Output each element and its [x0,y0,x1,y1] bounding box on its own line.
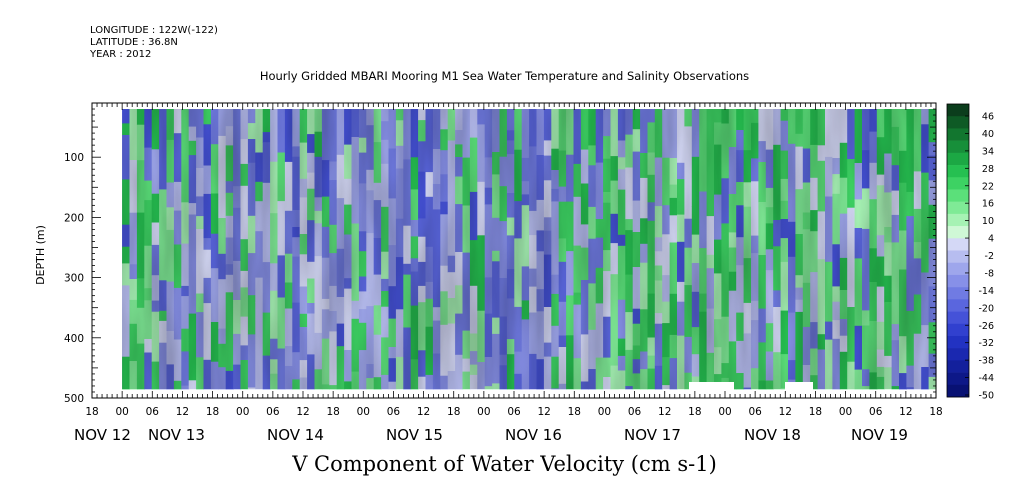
x-hour-tick-label: 12 [899,406,912,418]
colorbar-swatch [947,372,969,386]
x-hour-tick-label: 00 [115,406,128,418]
colorbar-swatch [947,140,969,154]
colorbar-swatch [947,384,969,398]
x-hour-tick-label: 06 [628,406,642,418]
latitude-label: LATITUDE : 36.8N [90,37,178,48]
colorbar-swatch [947,299,969,312]
x-hour-tick-label: 00 [357,406,370,418]
x-hour-tick-label: 06 [748,406,762,418]
colorbar-label: 28 [982,164,994,175]
colorbar-swatch [947,213,969,227]
year-label: YEAR : 2012 [90,49,152,60]
x-day-label: NOV 14 [267,426,324,444]
colorbar-swatch [947,201,969,215]
colorbar-swatch [947,189,969,202]
x-hour-tick-label: 18 [688,406,701,418]
y-tick-label: 500 [64,393,84,405]
colorbar-label: 34 [982,146,994,157]
x-day-label: NOV 16 [505,426,562,444]
missing-data-gap [785,382,813,390]
colorbar-label: -44 [978,373,994,384]
colorbar-label: -20 [978,303,994,314]
x-hour-tick-label: 06 [507,406,521,418]
x-hour-tick-label: 12 [658,406,671,418]
colorbar-frame [946,103,970,398]
colorbar-label: 4 [988,234,994,245]
colorbar-swatch [947,348,969,361]
x-hour-tick-label: 18 [447,406,460,418]
colorbar: 46 40 34 28 22 16 10 4 -2 -8 -14 -20 -26 -32 -38 -44 -50 [946,103,994,402]
x-hour-tick-label: 18 [326,406,339,418]
x-hour-tick-label: 06 [387,406,401,418]
x-hour-tick-label: 18 [206,406,219,418]
x-hour-tick-label: 00 [598,406,611,418]
longitude-label: LONGITUDE : 122W(-122) [90,25,218,36]
x-day-label: NOV 12 [74,426,131,444]
x-hour-tick-label: 06 [266,406,280,418]
x-hour-tick-label: 00 [477,406,490,418]
x-hour-tick-label: 06 [869,406,883,418]
colorbar-label: -26 [978,321,994,332]
heatmap-texture [122,109,936,389]
x-day-label: NOV 17 [624,426,681,444]
colorbar-swatch [947,360,969,373]
colorbar-label: 16 [982,199,994,210]
colorbar-swatch [947,226,969,239]
colorbar-swatch [947,287,969,300]
x-hour-tick-label: 18 [85,406,98,418]
colorbar-swatch [947,238,969,251]
colorbar-label: -38 [978,356,994,367]
colorbar-swatch [947,165,969,178]
colorbar-swatch [947,128,969,141]
x-hour-tick-label: 12 [417,406,430,418]
colorbar-swatch [947,116,969,129]
x-hour-tick-label: 00 [718,406,731,418]
colorbar-label: 10 [982,216,994,227]
heatmap-field [122,109,937,390]
y-tick-label: 200 [64,212,84,224]
x-hour-tick-label: 12 [779,406,792,418]
colorbar-swatch [947,323,969,337]
colorbar-label: -14 [978,286,994,297]
x-day-label: NOV 18 [744,426,801,444]
x-hour-tick-label: 00 [839,406,852,418]
x-hour-tick-label: 18 [809,406,822,418]
colorbar-swatch [947,250,969,264]
colorbar-label: -8 [985,268,994,279]
x-day-label: NOV 19 [851,426,908,444]
x-hour-tick-label: 18 [929,406,942,418]
colorbar-label: 22 [982,181,994,192]
colorbar-swatch [947,104,969,117]
missing-data-gap [689,382,734,390]
chart-title: Hourly Gridded MBARI Mooring M1 Sea Wate… [259,69,750,83]
y-axis-label: DEPTH (m) [34,225,47,285]
y-tick-label: 300 [64,273,84,285]
colorbar-label: -2 [985,251,994,262]
x-hour-tick-label: 12 [296,406,309,418]
colorbar-swatch [947,177,969,190]
x-hour-tick-label: 06 [146,406,160,418]
colorbar-swatch [947,262,969,276]
x-day-label: NOV 15 [386,426,443,444]
x-hour-tick-label: 00 [236,406,249,418]
colorbar-label: 46 [982,112,994,123]
colorbar-swatch [947,274,969,288]
colorbar-swatch [947,311,969,325]
colorbar-label: 40 [982,129,994,140]
x-hour-tick-label: 18 [568,406,581,418]
y-tick-label: 400 [64,333,84,345]
colorbar-swatch [947,335,969,349]
x-hour-tick-label: 12 [176,406,189,418]
y-tick-label: 100 [64,152,84,164]
colorbar-label: -32 [978,338,994,349]
colorbar-label: -50 [978,391,994,402]
x-hour-tick-label: 12 [537,406,550,418]
variable-title: V Component of Water Velocity (cm s-1) [292,452,717,476]
colorbar-swatch [947,152,969,166]
x-day-label: NOV 13 [148,426,205,444]
